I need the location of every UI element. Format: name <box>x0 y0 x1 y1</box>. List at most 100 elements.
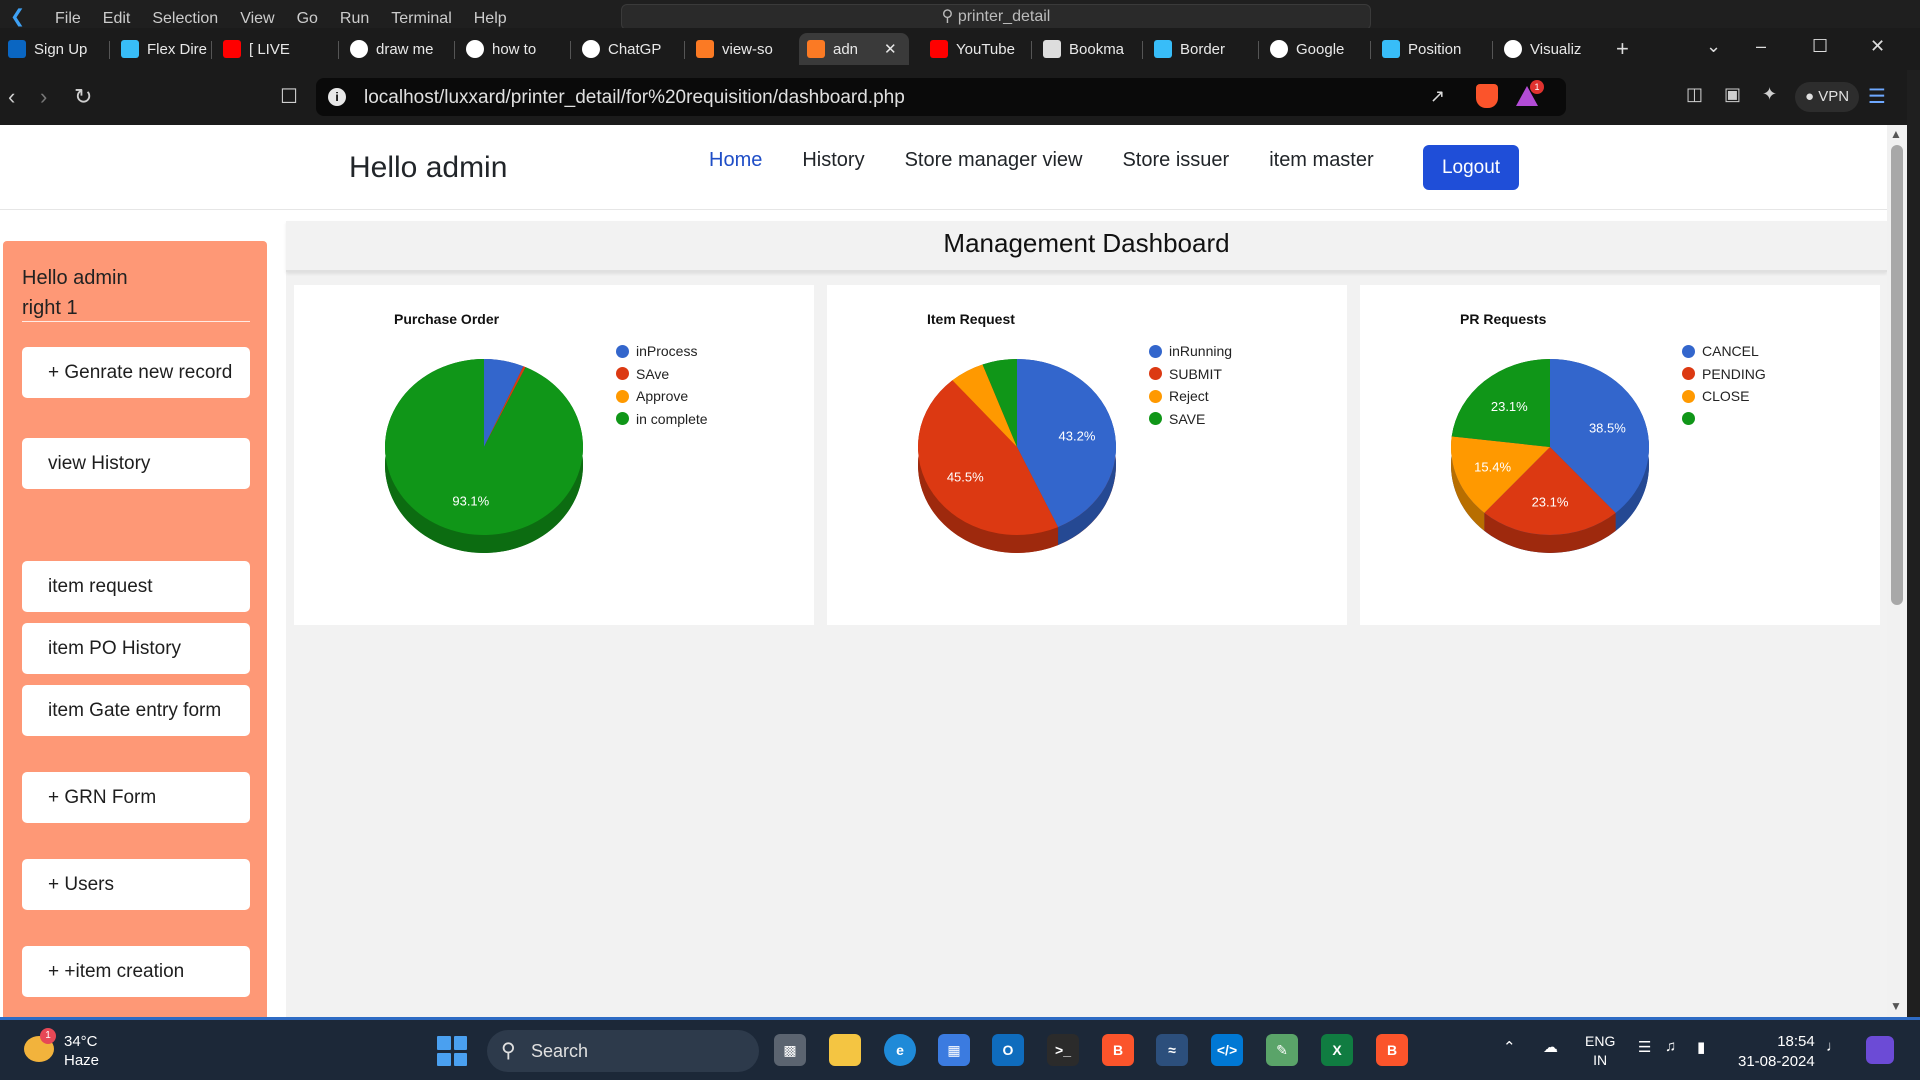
brave-beta-icon[interactable]: B <box>1376 1034 1408 1066</box>
file-explorer-icon[interactable] <box>829 1034 861 1066</box>
menu-file[interactable]: File <box>55 10 81 28</box>
legend-item[interactable]: Reject <box>1149 385 1232 408</box>
browser-tab[interactable]: Google <box>1262 33 1366 65</box>
browser-tab[interactable]: view-so <box>688 33 791 65</box>
address-bar[interactable]: i localhost/luxxard/printer_detail/for%2… <box>316 78 1566 116</box>
legend-item[interactable]: SAve <box>616 363 708 386</box>
brave-icon[interactable]: B <box>1102 1034 1134 1066</box>
store-icon[interactable]: ▦ <box>938 1034 970 1066</box>
task-view-icon[interactable]: ▩ <box>774 1034 806 1066</box>
maximize-icon[interactable]: ☐ <box>1812 36 1828 57</box>
terminal-icon[interactable]: >_ <box>1047 1034 1079 1066</box>
notepad-icon[interactable]: ✎ <box>1266 1034 1298 1066</box>
new-tab-icon[interactable]: + <box>1616 36 1629 62</box>
wallet-icon[interactable]: ▣ <box>1724 84 1741 105</box>
menu-selection[interactable]: Selection <box>152 10 218 28</box>
browser-tab[interactable]: draw me <box>342 33 450 65</box>
url-text[interactable]: localhost/luxxard/printer_detail/for%20r… <box>364 87 905 109</box>
pie-data-label: 38.5% <box>1589 421 1626 436</box>
minimize-icon[interactable]: – <box>1756 36 1766 57</box>
onedrive-icon[interactable]: ☁ <box>1543 1038 1558 1056</box>
view-history-button[interactable]: view History <box>22 438 250 489</box>
language-indicator[interactable]: ENG IN <box>1585 1032 1615 1070</box>
browser-tab[interactable]: adn ✕ <box>799 33 909 65</box>
nav-history[interactable]: History <box>802 149 864 172</box>
users-button[interactable]: + Users <box>22 859 250 910</box>
browser-tab[interactable]: Visualiz <box>1496 33 1604 65</box>
menu-icon[interactable]: ☰ <box>1868 84 1886 109</box>
tab-separator <box>1142 41 1143 59</box>
share-icon[interactable]: ↗ <box>1430 86 1445 107</box>
sidebar-toggle-icon[interactable]: ◫ <box>1686 84 1703 105</box>
nav-store-issuer[interactable]: Store issuer <box>1122 149 1229 172</box>
volume-icon[interactable]: ♫ <box>1665 1038 1676 1055</box>
browser-tab[interactable]: ChatGP <box>574 33 680 65</box>
browser-tab[interactable]: Border <box>1146 33 1254 65</box>
mysql-workbench-icon[interactable]: ≈ <box>1156 1034 1188 1066</box>
browser-tab[interactable]: Sign Up <box>0 33 105 65</box>
brave-shields-icon[interactable] <box>1476 84 1498 108</box>
legend-item[interactable]: Approve <box>616 385 708 408</box>
notifications-icon[interactable]: ♩ <box>1826 1038 1841 1055</box>
browser-tab[interactable]: YouTube <box>922 33 1027 65</box>
vpn-button[interactable]: ● VPN <box>1795 82 1859 112</box>
menu-view[interactable]: View <box>240 10 274 28</box>
legend-item[interactable]: PENDING <box>1682 363 1766 386</box>
forward-icon[interactable]: › <box>40 84 47 110</box>
leo-icon[interactable]: ✦ <box>1762 84 1777 105</box>
menu-terminal[interactable]: Terminal <box>391 10 451 28</box>
item-request-button[interactable]: item request <box>22 561 250 612</box>
nav-store-manager-view[interactable]: Store manager view <box>905 149 1083 172</box>
legend-item[interactable] <box>1682 408 1766 431</box>
browser-tab[interactable]: Bookma <box>1035 33 1139 65</box>
outlook-icon[interactable]: O <box>992 1034 1024 1066</box>
sidebar-greeting-block: Hello admin right 1 <box>22 263 128 323</box>
reload-icon[interactable]: ↻ <box>74 84 92 110</box>
browser-tab[interactable]: [ LIVE <box>215 33 335 65</box>
bookmark-icon[interactable]: ☐ <box>280 84 298 109</box>
start-icon[interactable] <box>437 1036 467 1066</box>
menu-run[interactable]: Run <box>340 10 369 28</box>
scroll-down-icon[interactable]: ▼ <box>1890 999 1902 1013</box>
item-gate-entry-form-button[interactable]: item Gate entry form <box>22 685 250 736</box>
page-scrollbar[interactable]: ▲ ▼ <box>1887 125 1907 1017</box>
taskbar-search[interactable]: ⚲ Search <box>487 1030 759 1072</box>
menu-go[interactable]: Go <box>297 10 318 28</box>
excel-icon[interactable]: X <box>1321 1034 1353 1066</box>
scroll-thumb[interactable] <box>1891 145 1903 605</box>
browser-tab[interactable]: Flex Dire <box>113 33 213 65</box>
legend-item[interactable]: SAVE <box>1149 408 1232 431</box>
command-center[interactable]: ⚲ printer_detail <box>621 4 1371 30</box>
tab-search-icon[interactable]: ⌄ <box>1706 36 1721 57</box>
close-tab-icon[interactable]: ✕ <box>884 40 897 58</box>
site-info-icon[interactable]: i <box>328 88 346 106</box>
vscode-taskbar-icon[interactable]: </> <box>1211 1034 1243 1066</box>
menu-help[interactable]: Help <box>474 10 507 28</box>
logout-button[interactable]: Logout <box>1423 145 1519 190</box>
legend-item[interactable]: SUBMIT <box>1149 363 1232 386</box>
menu-edit[interactable]: Edit <box>103 10 131 28</box>
nav-home[interactable]: Home <box>709 149 762 172</box>
scroll-up-icon[interactable]: ▲ <box>1890 127 1902 141</box>
generate-new-record-button[interactable]: + Genrate new record <box>22 347 250 398</box>
browser-tab[interactable]: how to <box>458 33 566 65</box>
legend-item[interactable]: inRunning <box>1149 340 1232 363</box>
item-creation-button[interactable]: + +item creation <box>22 946 250 997</box>
nav-item-master[interactable]: item master <box>1269 149 1373 172</box>
item-po-history-button[interactable]: item PO History <box>22 623 250 674</box>
legend-item[interactable]: CLOSE <box>1682 385 1766 408</box>
legend-item[interactable]: inProcess <box>616 340 708 363</box>
back-icon[interactable]: ‹ <box>8 84 15 110</box>
window-close-icon[interactable]: ✕ <box>1870 36 1885 57</box>
browser-tab[interactable]: Position <box>1374 33 1488 65</box>
legend-item[interactable]: CANCEL <box>1682 340 1766 363</box>
tray-chevron-icon[interactable]: ⌃ <box>1503 1038 1516 1056</box>
grn-form-button[interactable]: + GRN Form <box>22 772 250 823</box>
wifi-icon[interactable]: ☰ <box>1638 1038 1651 1056</box>
battery-icon[interactable]: ▮ <box>1697 1038 1705 1056</box>
pie-slice[interactable] <box>385 359 583 535</box>
edge-icon[interactable]: e <box>884 1034 916 1066</box>
clock[interactable]: 18:54 31-08-2024 <box>1738 1032 1815 1072</box>
legend-item[interactable]: in complete <box>616 408 708 431</box>
copilot-icon[interactable] <box>1866 1036 1894 1064</box>
